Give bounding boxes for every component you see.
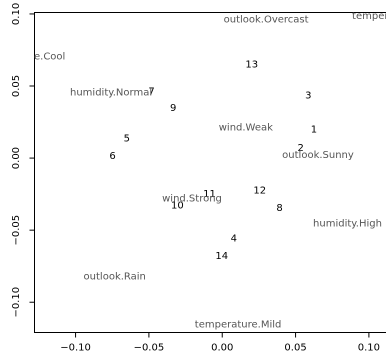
x-tick-label: −0.10 <box>60 343 91 353</box>
category-label: humidity.Normal <box>70 88 152 99</box>
observation-label: 5 <box>124 133 130 144</box>
observation-label: 10 <box>171 201 184 212</box>
observation-label: 9 <box>170 103 176 114</box>
observation-label: 6 <box>109 151 115 162</box>
category-label: temperature.Hot <box>352 11 386 22</box>
observation-label: 14 <box>215 251 228 262</box>
x-tick-label: 0.00 <box>211 343 233 353</box>
y-tick-label: −0.05 <box>11 215 22 246</box>
observation-label: 8 <box>276 203 282 214</box>
y-tick-label: 0.10 <box>11 3 22 25</box>
x-axis: −0.10 −0.05 0.00 0.05 0.10 <box>60 332 380 353</box>
y-axis: −0.10 −0.05 0.00 0.05 0.10 <box>11 3 35 318</box>
observation-label: 11 <box>203 189 216 200</box>
observation-label: 1 <box>311 125 317 136</box>
category-label: wind.Strong <box>162 194 222 205</box>
observation-label: 12 <box>253 186 266 197</box>
x-tick-label: 0.05 <box>284 343 306 353</box>
y-tick-label: −0.10 <box>11 287 22 318</box>
observation-label: 2 <box>298 143 304 154</box>
x-tick-label: 0.10 <box>358 343 380 353</box>
category-label: outlook.Overcast <box>224 14 309 25</box>
plot-frame <box>34 12 386 333</box>
category-label: wind.Weak <box>219 122 273 133</box>
observation-label: 13 <box>245 60 258 71</box>
category-label: outlook.Rain <box>84 271 146 282</box>
category-label: humidity.High <box>313 218 382 229</box>
observation-label: 4 <box>231 233 237 244</box>
y-tick-label: 0.05 <box>11 75 22 97</box>
category-label: temperature.Cool <box>0 52 65 63</box>
x-tick-label: −0.05 <box>134 343 165 353</box>
observation-label: 3 <box>305 91 311 102</box>
category-label: temperature.Mild <box>195 320 282 331</box>
y-tick-label: 0.00 <box>11 147 22 169</box>
observation-label: 7 <box>148 86 154 97</box>
category-label: outlook.Sunny <box>282 150 354 161</box>
